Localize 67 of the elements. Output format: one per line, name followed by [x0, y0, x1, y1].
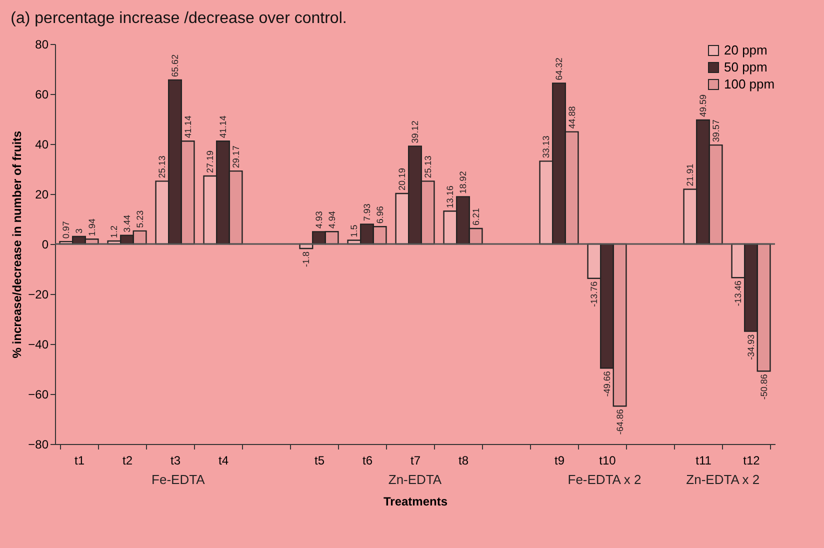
data-label: -64.86 [614, 409, 625, 435]
chart-title: (a) percentage increase /decrease over control. [10, 10, 347, 27]
data-label: 27.19 [205, 150, 216, 174]
data-label: -13.46 [733, 280, 744, 306]
y-tick-label: −80 [28, 438, 49, 452]
x-tick-label: t12 [743, 454, 760, 468]
data-label: 21.91 [685, 164, 696, 186]
data-label: 6.21 [470, 208, 481, 226]
data-label: 33.13 [541, 136, 552, 158]
legend-label: 100 ppm [724, 76, 775, 92]
data-label: 20.19 [397, 168, 408, 191]
data-label: 39.57 [710, 120, 721, 142]
data-label: 0.97 [61, 221, 72, 239]
x-tick-label: t6 [362, 454, 373, 468]
data-label: 41.14 [218, 116, 228, 138]
text: Fe-EDTA [152, 472, 206, 487]
x-tick-label: t2 [122, 454, 133, 468]
data-label: 65.62 [170, 54, 180, 77]
y-tick-label: −20 [28, 288, 49, 302]
y-tick-label: 0 [42, 238, 49, 252]
data-label: 44.88 [566, 106, 577, 129]
data-label: 5.23 [134, 210, 145, 228]
legend-label: 50 ppm [724, 60, 768, 74]
data-label: 39.12 [410, 120, 420, 144]
x-tick-label: t1 [74, 454, 85, 468]
data-label: -13.76 [589, 281, 600, 307]
data-label: 25.13 [157, 156, 168, 178]
data-label: 25.13 [422, 156, 433, 178]
data-label: 4.93 [314, 211, 324, 229]
data-label: 1.2 [109, 225, 120, 238]
data-label: -49.66 [602, 371, 612, 397]
x-tick-label: t8 [458, 454, 469, 468]
data-label: -1.8 [301, 252, 312, 268]
data-label: 7.93 [362, 204, 372, 222]
y-axis-title: % increase/decrease in number of fruits [10, 130, 24, 358]
data-label: 41.14 [182, 116, 193, 138]
legend-label: 20 ppm [724, 42, 768, 58]
text: Zn-EDTA x 2 [686, 472, 760, 487]
x-tick-label: t11 [696, 454, 712, 468]
data-label: 29.17 [230, 146, 241, 168]
data-label: 3.44 [122, 214, 132, 232]
data-label: 64.32 [554, 58, 564, 80]
x-tick-label: t10 [599, 454, 616, 468]
data-label: 3 [74, 228, 84, 234]
y-tick-label: 20 [35, 188, 49, 202]
data-label: -34.93 [746, 334, 756, 360]
data-label: -50.86 [758, 374, 769, 400]
x-tick-label: t5 [314, 454, 325, 468]
x-tick-label: t9 [554, 454, 565, 468]
data-label: 6.96 [374, 206, 385, 224]
data-label: 1.94 [86, 218, 97, 236]
y-tick-label: 60 [35, 88, 49, 102]
data-label: 49.59 [698, 94, 708, 118]
data-label: 1.5 [349, 224, 360, 238]
x-tick-label: t4 [218, 454, 229, 468]
text: Fe-EDTA x 2 [568, 472, 642, 487]
text: Zn-EDTA [388, 472, 442, 487]
data-label: 4.94 [326, 211, 337, 229]
x-tick-label: t3 [170, 454, 181, 468]
y-tick-label: −40 [28, 338, 49, 352]
data-label: 13.16 [445, 186, 456, 208]
x-axis-title: Treatments [383, 494, 448, 508]
y-tick-label: 40 [35, 138, 49, 152]
y-tick-label: 80 [35, 38, 49, 52]
x-tick-label: t7 [410, 454, 421, 468]
data-label: 18.92 [458, 171, 468, 194]
y-tick-label: −60 [28, 388, 49, 402]
